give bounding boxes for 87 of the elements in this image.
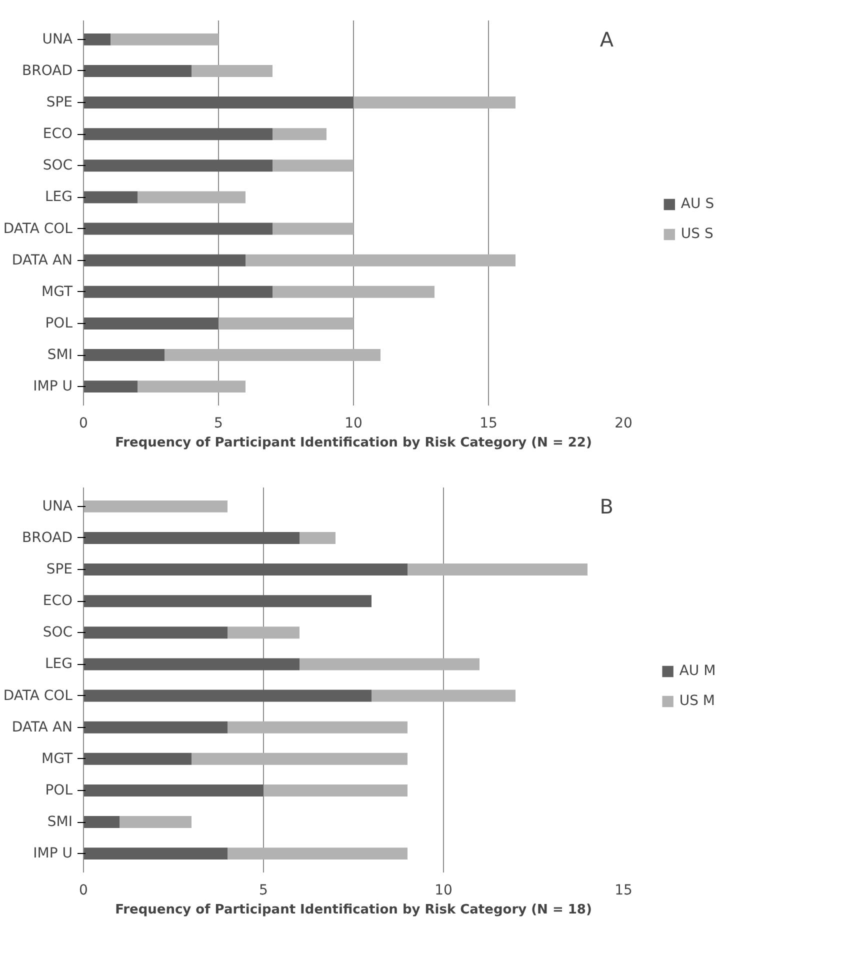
bar [84,816,120,828]
y-tick-label: IMP U [33,846,73,862]
bar [354,96,516,109]
y-tick-label: SPE [46,94,73,111]
x-tick-label: 15 [614,882,632,898]
bar [138,191,246,204]
legend-label: AU M [679,662,716,678]
bar [84,690,372,702]
bar [84,784,264,796]
x-tick-label: 20 [614,416,632,432]
y-tick-label: LEG [45,656,73,672]
bar [272,286,434,298]
bar [272,160,354,172]
bar [164,349,380,362]
x-tick-label: 10 [434,882,452,898]
bar [372,690,516,702]
bar [84,222,272,235]
bar [110,33,218,46]
bar [84,532,300,544]
bar [246,254,516,266]
bar [84,191,138,204]
x-tick-label: 5 [259,882,268,898]
x-tick-label: 5 [214,416,223,432]
legend-label: US S [680,226,714,242]
bar [272,128,326,140]
x-tick-label: 15 [480,416,498,432]
x-tick-label: 0 [79,416,88,432]
bar [138,380,246,393]
bar [272,222,354,235]
bar [84,752,192,765]
bar [300,658,480,670]
y-tick-label: BROAD [22,62,73,79]
bar [84,96,354,109]
bar [84,128,272,140]
bar [408,564,588,576]
y-tick-label: POL [45,782,73,798]
bar [84,564,408,576]
y-tick-label: SOC [42,624,73,641]
bar [84,500,228,512]
bar [84,286,272,298]
legend-label: US M [679,692,715,708]
y-tick-label: MGT [42,284,73,300]
legend-label: AU S [680,196,714,212]
y-tick-label: LEG [45,189,73,206]
bar [300,532,336,544]
bar [84,658,300,670]
y-tick-label: ECO [42,126,72,142]
bar [228,721,408,734]
x-tick-label: 10 [344,416,362,432]
bar [84,595,372,608]
bar [84,160,272,172]
bar [84,349,164,362]
y-tick-label: UNA [42,498,73,514]
x-axis-title: Frequency of Participant Identification by Risk Category (N = 18) [115,902,592,918]
y-tick-label: UNA [42,31,73,48]
y-tick-label: SOC [42,158,73,174]
y-tick-label: DATA COL [3,220,73,237]
bar [192,752,408,765]
y-tick-label: SPE [46,562,73,578]
bar [218,317,354,330]
bar [84,64,192,77]
y-tick-label: DATA AN [12,719,73,736]
bar [120,816,192,828]
bar [264,784,408,796]
y-tick-label: DATA AN [12,252,73,268]
bar [84,848,228,860]
bar [84,33,110,46]
y-tick-label: SMI [47,347,73,364]
y-tick-label: SMI [47,814,73,830]
bar [228,626,300,639]
y-tick-label: IMP U [33,378,73,395]
y-tick-label: DATA COL [3,688,73,704]
x-axis-title: Frequency of Participant Identification by Risk Category (N = 22) [115,436,592,450]
bar [228,848,408,860]
annotation: B [600,494,614,518]
y-tick-label: ECO [42,593,72,610]
bar [84,254,246,266]
bar [84,380,138,393]
x-tick-label: 0 [79,882,88,898]
y-tick-label: BROAD [22,530,73,546]
bar [84,317,218,330]
y-tick-label: POL [45,315,73,332]
annotation: A [600,27,614,52]
bar [84,721,228,734]
bar [192,64,272,77]
y-tick-label: MGT [42,750,73,767]
bar [84,626,228,639]
